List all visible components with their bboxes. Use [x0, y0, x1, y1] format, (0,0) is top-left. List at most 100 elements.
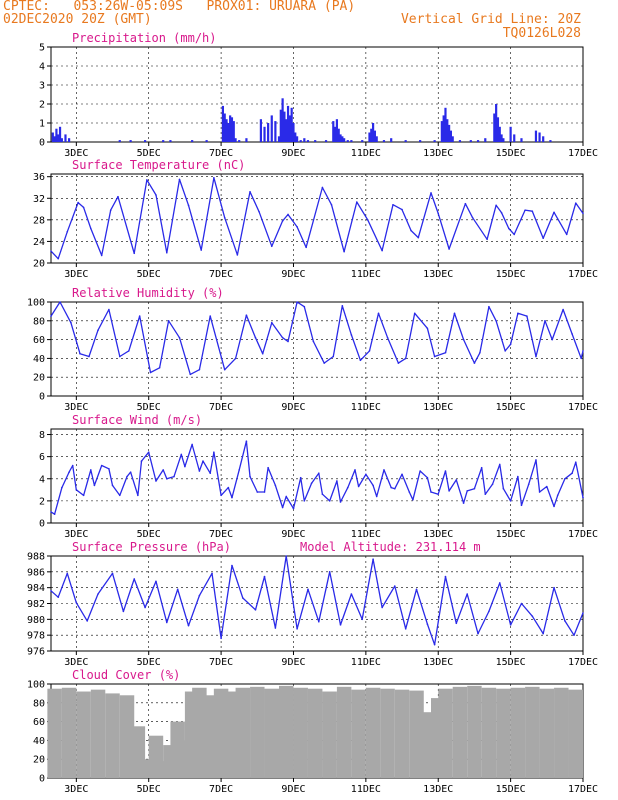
wind-data-point	[68, 471, 70, 473]
precipitation-bar	[225, 119, 228, 142]
humidity-xtick-label: 17DEC	[568, 402, 598, 413]
wind-data-point	[535, 459, 537, 461]
temperature-data-point	[401, 208, 403, 211]
humidity-xtick-label: 9DEC	[281, 402, 305, 413]
station-header: CPTEC: 053:26W-05:09S PROX01: URUARA (PA…	[3, 0, 356, 14]
wind-data-point	[502, 487, 505, 490]
wind-data-point	[100, 464, 103, 467]
wind-data-point	[238, 469, 240, 471]
wind-data-point	[484, 493, 487, 496]
pressure-ytick-label: 984	[27, 583, 45, 594]
humidity-data-point	[79, 352, 81, 355]
precipitation-bar	[493, 113, 496, 142]
temperature-xtick-label: 3DEC	[64, 269, 88, 280]
pressure-data-point	[381, 606, 383, 609]
wind-data-point	[93, 484, 96, 487]
pressure-data-point	[97, 593, 99, 595]
temperature-data-point	[392, 203, 394, 206]
humidity-data-point	[551, 338, 554, 341]
temperature-data-point	[236, 254, 239, 256]
wind-data-point	[564, 477, 566, 480]
temperature-data-point	[471, 216, 474, 219]
temperature-data-point	[495, 204, 497, 207]
pressure-data-point	[166, 621, 168, 624]
precipitation-bar	[279, 109, 282, 142]
pressure-data-point	[50, 590, 52, 592]
humidity-data-point	[526, 315, 528, 317]
humidity-data-point	[377, 312, 380, 315]
precipitation-bar	[469, 140, 472, 142]
humidity-data-point	[118, 355, 121, 358]
wind-xtick-label: 3DEC	[64, 529, 88, 540]
wind-data-point	[520, 504, 523, 507]
precipitation-bar	[274, 121, 277, 142]
pressure-data-point	[564, 620, 566, 622]
pressure-data-point	[211, 572, 213, 575]
cloud-cover-bar	[539, 688, 555, 778]
cloud-cover-bar	[467, 685, 482, 778]
temperature-data-point	[133, 252, 136, 255]
temperature-data-point	[66, 230, 69, 233]
wind-data-point	[274, 484, 277, 487]
wind-data-point	[491, 483, 494, 486]
humidity-data-point	[209, 315, 212, 317]
pressure-data-point	[66, 572, 69, 575]
cloud-cover-bar	[380, 688, 395, 778]
pressure-data-point	[187, 624, 190, 627]
humidity-data-point	[504, 350, 506, 352]
wind-data-point	[61, 486, 63, 489]
humidity-data-point	[535, 355, 537, 358]
cloud-cover-bar	[322, 691, 337, 778]
humidity-data-point	[462, 338, 465, 341]
model-id: TQ0126L028	[502, 26, 581, 41]
temperature-ytick-label: 24	[33, 237, 45, 248]
precipitation-bar	[162, 140, 165, 142]
temperature-data-point	[305, 246, 307, 249]
precipitation-bar	[542, 136, 545, 142]
precipitation-bar	[306, 140, 310, 142]
humidity-data-point	[261, 352, 264, 355]
temperature-data-point	[166, 251, 168, 254]
cloud-cover-xtick-label: 13DEC	[423, 784, 453, 795]
wind-data-point	[527, 483, 530, 486]
precipitation-bar	[451, 136, 454, 142]
precipitation-bar	[496, 117, 500, 142]
wind-data-point	[339, 501, 342, 503]
wind-data-point	[466, 490, 468, 492]
cloud-cover-bar	[365, 687, 381, 778]
precipitation-bar	[382, 140, 386, 142]
precipitation-bar	[370, 128, 373, 142]
wind-data-point	[108, 468, 110, 470]
precipitation-bar	[495, 104, 498, 142]
cloud-cover-bar	[351, 689, 366, 778]
wind-data-point	[310, 482, 313, 484]
precipitation-xtick-label: 7DEC	[209, 148, 233, 159]
precipitation-bar	[129, 140, 132, 142]
temperature-data-point	[100, 254, 103, 257]
pressure-data-point	[220, 637, 222, 640]
cloud-cover-bar	[264, 688, 279, 778]
humidity-data-point	[332, 355, 335, 358]
precipitation-bar	[281, 98, 284, 142]
pressure-data-point	[582, 612, 584, 614]
wind-data-point	[184, 465, 186, 468]
cloud-cover-bar	[394, 689, 410, 778]
temperature-xtick-label: 5DEC	[137, 269, 161, 280]
wind-data-point	[256, 491, 259, 493]
temperature-data-point	[430, 192, 432, 194]
wind-data-point	[227, 486, 230, 489]
temperature-data-point	[178, 178, 181, 181]
cloud-cover-bar	[336, 686, 352, 778]
precipitation-bar	[339, 134, 342, 142]
wind-data-point	[517, 475, 519, 478]
pressure-xtick-label: 7DEC	[209, 657, 233, 668]
humidity-series-line	[50, 301, 584, 376]
pressure-data-point	[466, 593, 468, 595]
temperature-data-point	[448, 248, 450, 250]
wind-frame	[50, 428, 584, 524]
temperature-data-point	[381, 249, 383, 252]
precipitation-bar	[221, 105, 225, 142]
precipitation-bar	[55, 128, 58, 142]
precipitation-bar	[223, 113, 226, 142]
